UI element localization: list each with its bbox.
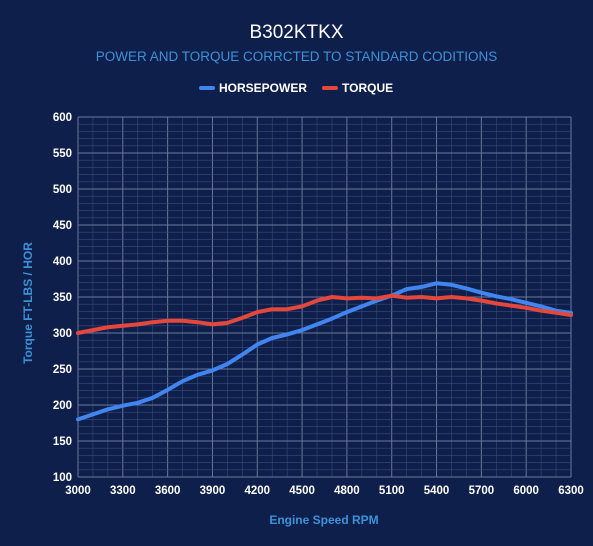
x-tick-label: 3300 bbox=[110, 485, 136, 497]
x-tick-label: 3000 bbox=[65, 485, 91, 497]
x-tick-label: 6300 bbox=[558, 485, 584, 497]
x-tick-label: 5100 bbox=[379, 485, 405, 497]
x-tick-label: 4800 bbox=[334, 485, 360, 497]
series-layer bbox=[76, 281, 573, 422]
y-tick-label: 350 bbox=[53, 292, 72, 304]
y-tick-label: 150 bbox=[53, 436, 72, 448]
x-tick-label: 6000 bbox=[513, 485, 539, 497]
x-axis-ticks: 3000 3300 3600 3900 4200 4500 4800 5100 5400 5700… bbox=[65, 485, 584, 497]
y-tick-label: 400 bbox=[53, 256, 72, 268]
chart-title: B302KTKX bbox=[250, 22, 344, 43]
x-tick-label: 5400 bbox=[424, 485, 450, 497]
series-line-torque bbox=[76, 293, 573, 335]
series-line-horsepower bbox=[76, 281, 573, 422]
x-tick-label: 3900 bbox=[200, 485, 226, 497]
grid bbox=[77, 116, 572, 478]
y-tick-label: 600 bbox=[53, 112, 72, 124]
x-axis-title: Engine Speed RPM bbox=[269, 513, 378, 527]
x-tick-label: 4200 bbox=[244, 485, 270, 497]
legend: HORSEPOWER TORQUE bbox=[199, 81, 393, 95]
y-tick-label: 250 bbox=[53, 364, 72, 376]
legend-label-torque: TORQUE bbox=[342, 81, 393, 95]
y-tick-label: 450 bbox=[53, 220, 72, 232]
x-tick-label: 4500 bbox=[289, 485, 315, 497]
y-axis-title: Torque FT-LBS / HOR bbox=[21, 242, 35, 364]
y-tick-label: 100 bbox=[53, 472, 72, 484]
legend-label-horsepower: HORSEPOWER bbox=[219, 81, 307, 95]
x-tick-label: 3600 bbox=[155, 485, 181, 497]
y-tick-label: 300 bbox=[53, 328, 72, 340]
y-tick-label: 200 bbox=[53, 400, 72, 412]
y-tick-label: 500 bbox=[53, 184, 72, 196]
x-tick-label: 5700 bbox=[469, 485, 495, 497]
chart-subtitle: POWER AND TORQUE CORRCTED TO STANDARD CO… bbox=[96, 49, 498, 64]
y-tick-label: 550 bbox=[53, 148, 72, 160]
y-axis-ticks: 100 150 200 250 300 350 400 450 500 550 600 bbox=[53, 112, 72, 484]
